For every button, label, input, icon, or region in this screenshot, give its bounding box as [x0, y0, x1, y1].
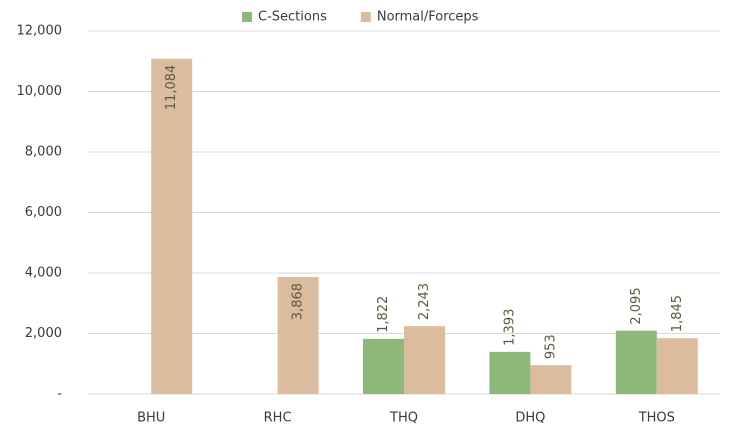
bar [277, 276, 319, 394]
y-tick-label: 8,000 [25, 145, 62, 160]
bar [656, 338, 698, 394]
legend-swatch [360, 12, 371, 22]
x-tick-label: THOS [638, 411, 675, 426]
legend-label: Normal/Forceps [377, 10, 479, 25]
x-tick-label: RHC [264, 411, 292, 426]
bar [363, 338, 404, 394]
value-label: 2,095 [629, 287, 644, 324]
value-label: 1,845 [670, 295, 685, 332]
y-tick-label: 2,000 [25, 326, 62, 341]
y-tick-label: 10,000 [17, 84, 63, 99]
value-label: 2,243 [417, 283, 432, 320]
y-tick-label: 12,000 [17, 24, 63, 39]
bar [530, 365, 572, 394]
bar [615, 330, 657, 394]
bar [489, 351, 531, 394]
x-tick-label: THQ [389, 411, 418, 426]
y-tick-label: 6,000 [25, 205, 62, 220]
value-label: 1,822 [376, 296, 391, 333]
bar [404, 326, 445, 394]
legend-swatch [242, 12, 252, 22]
y-tick-label: 4,000 [25, 266, 62, 281]
x-tick-label: DHQ [515, 411, 545, 426]
y-tick-label: - [57, 387, 62, 402]
value-label: 953 [543, 334, 558, 359]
value-label: 1,393 [502, 309, 517, 346]
x-tick-label: BHU [137, 411, 165, 426]
legend-label: C-Sections [258, 10, 327, 25]
bar [151, 58, 193, 395]
value-label: 11,084 [164, 65, 179, 111]
value-label: 3,868 [291, 283, 306, 320]
